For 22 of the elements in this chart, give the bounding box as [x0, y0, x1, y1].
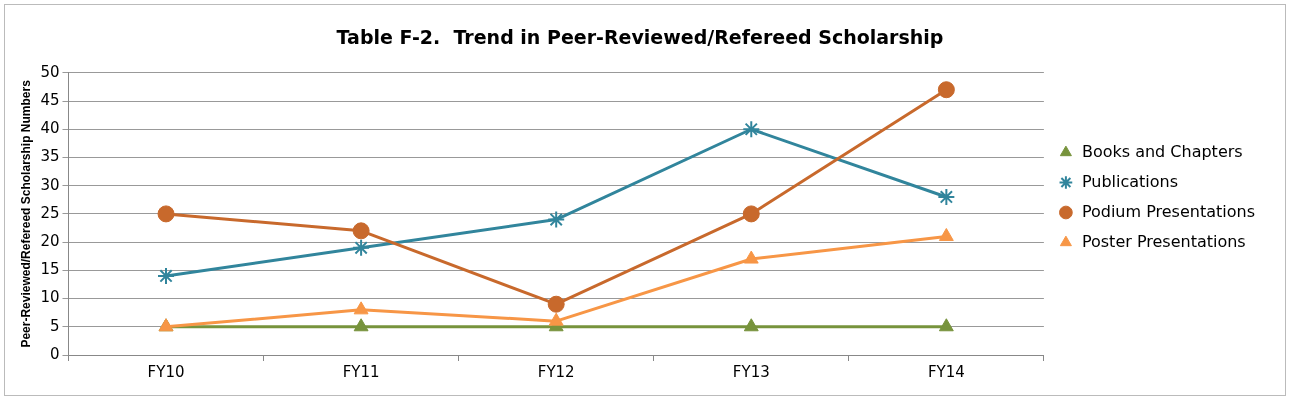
- y-tick-label: 35: [40, 147, 60, 166]
- y-tick-label: 30: [40, 175, 60, 194]
- x-tick-label: FY14: [927, 362, 965, 381]
- legend-label: Publications: [1081, 171, 1179, 191]
- y-tick-label: 0: [49, 344, 60, 363]
- y-tick-label: 10: [40, 288, 60, 307]
- legend-label: Podium Presentations: [1081, 201, 1256, 221]
- x-tick-label: FY13: [732, 362, 770, 381]
- y-tick-label: 20: [40, 232, 60, 251]
- x-tick-label: FY12: [537, 362, 575, 381]
- legend-label: Poster Presentations: [1081, 231, 1246, 251]
- y-axis-title: Peer-Reviewed/Refereed Scholarship Numbers: [18, 79, 33, 348]
- chart-title: Table F-2. Trend in Peer-Reviewed/Refereed Scholarship: [336, 26, 944, 49]
- x-tick-label: FY10: [147, 362, 185, 381]
- x-tick-label: FY11: [342, 362, 380, 381]
- y-tick-label: 50: [40, 62, 60, 81]
- y-tick-label: 5: [49, 316, 60, 335]
- y-tick-label: 15: [40, 260, 60, 279]
- y-tick-label: 45: [40, 90, 60, 109]
- y-tick-label: 25: [40, 203, 60, 222]
- y-tick-label: 40: [40, 119, 60, 138]
- legend-label: Books and Chapters: [1081, 141, 1243, 161]
